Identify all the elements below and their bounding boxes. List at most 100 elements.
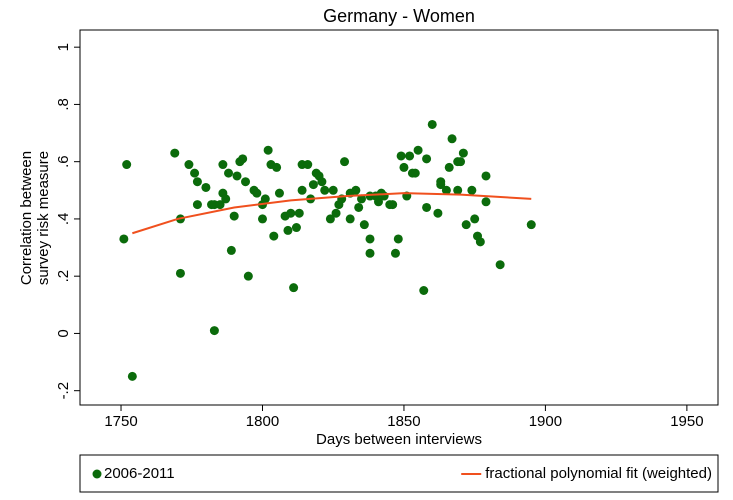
data-point — [328, 185, 338, 195]
data-point — [221, 194, 231, 204]
x-tick-label: 1800 — [246, 413, 279, 430]
plot-frame — [79, 29, 719, 406]
chart-title: Germany - Women — [323, 6, 475, 26]
data-point — [232, 171, 242, 181]
data-point — [192, 200, 202, 210]
data-point — [122, 160, 132, 170]
data-point — [340, 157, 350, 167]
data-point — [475, 237, 485, 247]
data-point — [351, 185, 361, 195]
y-tick-label: .2 — [55, 270, 72, 283]
data-point — [127, 371, 137, 381]
data-point — [317, 177, 327, 187]
data-point — [458, 148, 468, 158]
data-point — [325, 214, 335, 224]
y-tick-label: .4 — [55, 213, 72, 226]
data-point — [215, 200, 225, 210]
data-point — [461, 220, 471, 230]
data-point — [190, 168, 200, 178]
data-point — [289, 283, 299, 293]
data-point — [294, 208, 304, 218]
data-point — [274, 188, 284, 198]
data-point — [453, 185, 463, 195]
data-point — [241, 177, 251, 187]
data-point — [345, 214, 355, 224]
y-tick-label: .6 — [55, 155, 72, 168]
data-point — [422, 154, 432, 164]
data-point — [396, 151, 406, 161]
legend-box — [79, 454, 719, 493]
data-point — [390, 248, 400, 258]
data-point — [229, 211, 239, 221]
data-point — [373, 197, 383, 207]
data-point — [413, 145, 423, 155]
y-tick-label: -.2 — [55, 382, 72, 400]
legend-label: fractional polynomial fit (weighted) — [485, 465, 712, 482]
data-point — [291, 223, 301, 233]
data-point — [427, 119, 437, 129]
data-point — [272, 162, 282, 172]
data-point — [481, 197, 491, 207]
data-point — [467, 185, 477, 195]
data-point — [441, 185, 451, 195]
x-tick-label: 1900 — [529, 413, 562, 430]
data-point — [303, 160, 313, 170]
data-point — [320, 185, 330, 195]
data-point — [526, 220, 536, 230]
data-point — [365, 234, 375, 244]
data-point — [447, 134, 457, 144]
data-point — [388, 200, 398, 210]
data-point — [119, 234, 129, 244]
data-point — [410, 168, 420, 178]
data-point — [252, 188, 262, 198]
data-point — [393, 234, 403, 244]
y-axis-label: survey risk measure — [35, 151, 52, 285]
data-point — [218, 160, 228, 170]
data-point — [170, 148, 180, 158]
data-point — [184, 160, 194, 170]
y-tick-label: 1 — [55, 43, 72, 51]
data-point — [470, 214, 480, 224]
data-point — [238, 154, 248, 164]
data-point — [405, 151, 415, 161]
x-tick-label: 1750 — [104, 413, 137, 430]
data-point — [331, 208, 341, 218]
data-point — [359, 220, 369, 230]
data-point — [286, 208, 296, 218]
x-axis-label: Days between interviews — [316, 431, 482, 448]
data-point — [354, 202, 364, 212]
fit-line — [132, 192, 532, 235]
data-point — [297, 185, 307, 195]
y-tick-label: 0 — [55, 329, 72, 337]
data-point — [495, 260, 505, 270]
data-point — [444, 162, 454, 172]
data-point — [269, 231, 279, 241]
data-point — [243, 271, 253, 281]
x-tick-label: 1850 — [387, 413, 420, 430]
data-point — [357, 194, 367, 204]
data-point — [201, 182, 211, 192]
data-point — [260, 194, 270, 204]
data-point — [419, 285, 429, 295]
data-point — [399, 162, 409, 172]
data-point — [192, 177, 202, 187]
data-point — [379, 191, 389, 201]
data-point — [436, 177, 446, 187]
data-point — [209, 326, 219, 336]
legend-swatch — [92, 469, 102, 479]
data-point — [456, 157, 466, 167]
data-point — [308, 180, 318, 190]
data-point — [226, 245, 236, 255]
y-axis-label: Correlation between — [18, 151, 35, 285]
data-point — [365, 248, 375, 258]
data-point — [263, 145, 273, 155]
data-point — [224, 168, 234, 178]
data-point — [422, 202, 432, 212]
data-point — [175, 268, 185, 278]
y-tick-label: .8 — [55, 98, 72, 111]
data-point — [257, 214, 267, 224]
data-point — [283, 225, 293, 235]
data-point — [433, 208, 443, 218]
